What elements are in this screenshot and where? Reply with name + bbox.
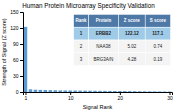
axis-line: [24, 93, 173, 96]
plot: 1 10 20 30 0 30 60 90 120 150 Rank Protein Z score S …: [10, 9, 173, 101]
tick-label: 30: [13, 73, 19, 79]
table-text: 5.02: [127, 44, 136, 49]
table-text: 117.1: [152, 31, 164, 36]
tick: 0: [16, 89, 23, 95]
table-cell: [145, 14, 170, 27]
chart: 1 10 20 30 0 30 60 90 120 150 Rank Protein Z score S …: [0, 0, 177, 111]
tick: 10: [68, 92, 74, 101]
bar: [49, 90, 52, 92]
bar: [153, 91, 156, 92]
bar: [39, 90, 42, 92]
bar: [34, 90, 37, 92]
table-header: Rank: [76, 18, 88, 23]
x-label: Signal Rank: [83, 104, 113, 110]
table-text: 3: [80, 57, 83, 62]
table-text: 0.74: [153, 44, 162, 49]
table-cell: [89, 27, 119, 40]
tick: 1: [25, 92, 28, 101]
bars: [24, 27, 172, 92]
table-cell: [89, 40, 119, 53]
axis-line: [20, 13, 24, 93]
bar: [63, 90, 66, 92]
tick-label: 90: [13, 41, 19, 47]
y-axis: 0 30 60 90 120 150: [10, 9, 23, 95]
bar: [128, 91, 131, 92]
x-axis: 1 10 20 30: [24, 92, 174, 101]
bar: [73, 91, 76, 92]
bar: [133, 91, 136, 92]
bar: [59, 90, 62, 92]
tick-mark: [20, 92, 23, 93]
tick: 20: [118, 92, 124, 101]
y-label: Strength of Signal (Z score): [1, 18, 7, 85]
bar: [103, 91, 106, 92]
tick-label: 1: [25, 95, 28, 101]
bar: [118, 91, 121, 92]
bar: [143, 91, 146, 92]
tick: 30: [13, 73, 23, 79]
tick: 30: [167, 92, 173, 101]
tick-label: 60: [13, 57, 19, 63]
tick: 120: [10, 25, 23, 31]
tick-label: 20: [118, 95, 124, 101]
tick-label: 10: [68, 95, 74, 101]
tick-label: 120: [10, 25, 19, 31]
bar: [138, 91, 141, 92]
bar: [163, 91, 166, 92]
bar: [78, 91, 81, 92]
bar: [44, 90, 47, 92]
table-text: 122.12: [125, 31, 139, 36]
table: Rank Protein Z score S score 1 ERBB2 122.12 117…: [74, 14, 171, 65]
bar: [68, 91, 71, 92]
bar: [54, 90, 57, 92]
table-cell: [89, 53, 119, 66]
tick-label: 30: [167, 95, 173, 101]
table-cell: [74, 53, 89, 66]
table-header: S score: [150, 18, 167, 23]
bar: [148, 91, 151, 92]
bar: [83, 91, 86, 92]
table-cell: [118, 27, 145, 40]
tick: 150: [10, 9, 23, 15]
title: Human Protein Microarray Specificity Val…: [22, 2, 155, 10]
table-text: ERBB2: [96, 31, 112, 36]
table-cell: [74, 27, 89, 40]
table-cell: [89, 14, 119, 27]
bar: [113, 91, 116, 92]
bar: [168, 91, 171, 92]
tick-mark: [20, 44, 23, 45]
table-text: 2: [80, 44, 83, 49]
bar: [98, 91, 101, 92]
table-cell: [118, 53, 145, 66]
bar: [93, 91, 96, 92]
tick-mark: [20, 60, 23, 61]
tick: 90: [13, 41, 23, 47]
table-text: 1: [80, 31, 83, 36]
table-cell: [74, 14, 89, 27]
table-text: 0.19: [153, 57, 162, 62]
bar: [24, 27, 27, 92]
table-cell: [145, 40, 170, 53]
tick-mark: [20, 28, 23, 29]
tick-label: 150: [10, 9, 19, 15]
bar: [88, 91, 91, 92]
table-header: Z score: [124, 18, 141, 23]
table-text: 4.28: [127, 57, 136, 62]
table-cell: [118, 14, 145, 27]
table-text: NAA38: [96, 44, 111, 49]
tick-label: 0: [16, 89, 19, 95]
bar: [123, 91, 126, 92]
table-cell: [145, 53, 170, 66]
table-cell: [74, 40, 89, 53]
tick: 60: [13, 57, 23, 63]
bar: [158, 91, 161, 92]
bar: [29, 89, 32, 92]
table-text: BRG3A/N: [94, 57, 114, 62]
table-cell: [118, 40, 145, 53]
tick-mark: [20, 76, 23, 77]
bar: [108, 91, 111, 92]
tick-mark: [20, 12, 23, 13]
table-header: Protein: [96, 18, 112, 23]
table-cell: [145, 27, 170, 40]
